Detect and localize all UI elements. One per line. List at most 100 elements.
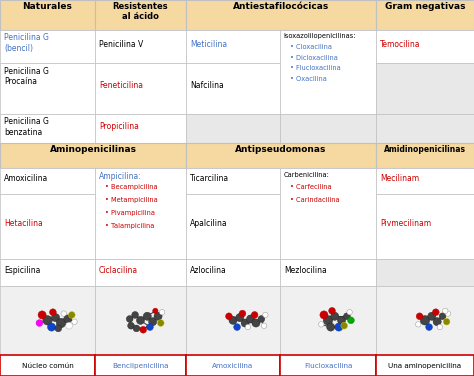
Circle shape [226, 313, 232, 320]
Circle shape [236, 314, 244, 321]
Circle shape [246, 315, 255, 323]
Circle shape [331, 312, 339, 320]
Circle shape [61, 311, 66, 316]
Bar [186, 63, 280, 114]
Bar [280, 355, 376, 376]
Circle shape [261, 323, 267, 328]
Circle shape [72, 319, 77, 324]
Text: Propicilina: Propicilina [99, 122, 139, 131]
Bar [95, 114, 186, 143]
Circle shape [323, 315, 333, 325]
Bar [376, 168, 474, 194]
Text: Gram negativas: Gram negativas [385, 2, 465, 11]
Text: Hetacilina: Hetacilina [4, 219, 43, 228]
Text: Apalcilina: Apalcilina [190, 219, 228, 228]
Circle shape [47, 323, 55, 331]
Circle shape [327, 323, 335, 331]
Bar [186, 143, 376, 168]
Text: • Metampicilina: • Metampicilina [105, 197, 158, 203]
Bar [0, 194, 95, 259]
Text: • Carindacilina: • Carindacilina [290, 197, 340, 203]
Text: Núcleo común: Núcleo común [22, 362, 73, 368]
Circle shape [56, 318, 66, 328]
Circle shape [154, 312, 162, 320]
Circle shape [149, 318, 157, 326]
Circle shape [49, 309, 56, 315]
Text: Temocilina: Temocilina [380, 40, 420, 49]
Circle shape [68, 312, 75, 318]
Bar [186, 30, 280, 63]
Text: • Flucloxacilina: • Flucloxacilina [290, 65, 341, 71]
Text: Antiestafilocócicas: Antiestafilocócicas [233, 2, 329, 11]
Circle shape [159, 309, 165, 315]
Text: Una aminopenicilina: Una aminopenicilina [388, 362, 462, 368]
Bar [376, 0, 474, 30]
Circle shape [66, 322, 73, 329]
Circle shape [439, 313, 446, 320]
Circle shape [337, 316, 346, 324]
Bar [280, 285, 376, 355]
Circle shape [344, 313, 350, 320]
Circle shape [433, 318, 441, 326]
Text: Ticarcilina: Ticarcilina [190, 174, 229, 183]
Bar [280, 168, 376, 259]
Circle shape [416, 321, 421, 327]
Text: Mecilinam: Mecilinam [380, 174, 419, 183]
Circle shape [229, 316, 237, 324]
Circle shape [146, 324, 153, 331]
Bar [0, 143, 186, 168]
Text: • Pivampicilina: • Pivampicilina [105, 209, 155, 215]
Text: Meticilina: Meticilina [190, 40, 227, 49]
Text: Penicilina V: Penicilina V [99, 40, 143, 49]
Text: Flucloxacilina: Flucloxacilina [304, 362, 352, 368]
Text: Amoxicilina: Amoxicilina [4, 174, 48, 183]
Bar [0, 285, 95, 355]
Circle shape [445, 311, 451, 316]
Circle shape [64, 315, 72, 323]
Bar [376, 30, 474, 63]
Bar [376, 285, 474, 355]
Circle shape [153, 308, 158, 314]
Text: Resistentes
al ácido: Resistentes al ácido [113, 2, 168, 21]
Circle shape [443, 318, 450, 325]
Text: • Dicloxacilina: • Dicloxacilina [290, 55, 338, 61]
Circle shape [36, 320, 43, 326]
Bar [95, 63, 186, 114]
Circle shape [416, 313, 423, 320]
Circle shape [347, 317, 355, 324]
Bar [186, 355, 280, 376]
Circle shape [132, 312, 138, 318]
Circle shape [127, 315, 133, 322]
Text: Penicilina G
Procaína: Penicilina G Procaína [4, 67, 49, 86]
Bar [186, 194, 280, 259]
Text: • Talampicilina: • Talampicilina [105, 223, 155, 229]
Bar [280, 259, 376, 285]
Text: • Carfecilina: • Carfecilina [290, 183, 332, 190]
Circle shape [239, 310, 246, 317]
Circle shape [258, 315, 264, 322]
Circle shape [252, 319, 260, 327]
Text: Azlocilina: Azlocilina [190, 266, 227, 275]
Text: Isoxazolilopenicilinas:: Isoxazolilopenicilinas: [283, 33, 356, 39]
Circle shape [437, 324, 443, 330]
Bar [376, 355, 474, 376]
Bar [186, 114, 280, 143]
Circle shape [432, 309, 439, 315]
Circle shape [426, 324, 432, 331]
Bar [95, 0, 186, 30]
Bar [95, 285, 186, 355]
Circle shape [428, 312, 436, 320]
Circle shape [133, 325, 140, 332]
Bar [376, 259, 474, 285]
Bar [0, 355, 95, 376]
Text: Penicilina G
benzatina: Penicilina G benzatina [4, 117, 49, 136]
Bar [95, 355, 186, 376]
Circle shape [263, 312, 268, 318]
Text: Feneticilina: Feneticilina [99, 81, 143, 90]
Text: Penicilina G
(bencil): Penicilina G (bencil) [4, 33, 49, 53]
Text: Amidinopenicilinas: Amidinopenicilinas [384, 145, 466, 154]
Bar [0, 168, 95, 194]
Text: Antipseudomonas: Antipseudomonas [235, 145, 327, 154]
Circle shape [43, 315, 52, 325]
Circle shape [38, 311, 46, 319]
